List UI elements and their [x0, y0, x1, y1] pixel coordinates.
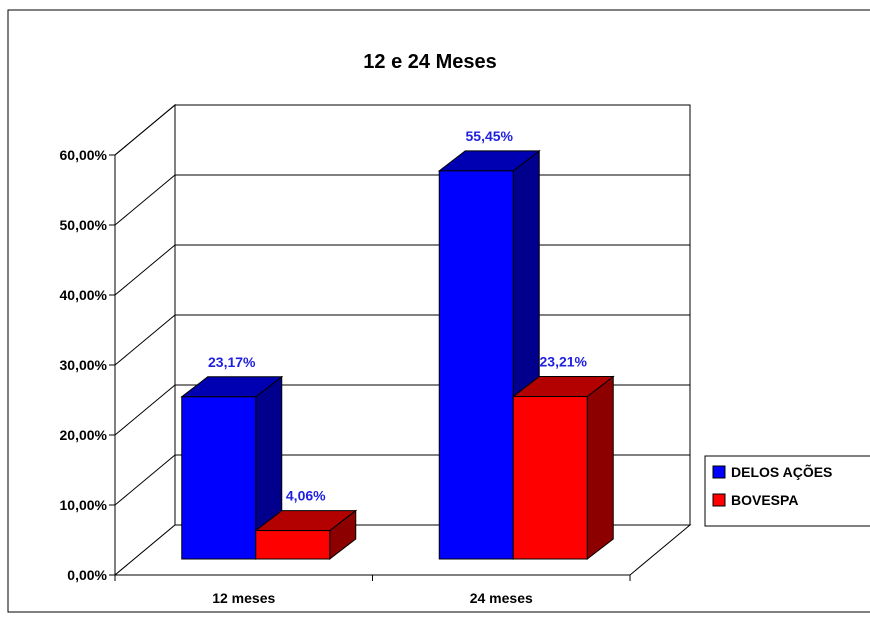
bar	[255, 530, 331, 560]
bar-group: 4,06%	[254, 488, 358, 561]
y-tick-label: 10,00%	[60, 497, 108, 513]
bar	[181, 396, 257, 560]
data-label: 4,06%	[286, 488, 326, 504]
y-tick-label: 60,00%	[60, 147, 108, 163]
bar-side	[586, 375, 614, 561]
gridline	[114, 104, 690, 156]
x-tick-label: 24 meses	[470, 590, 533, 606]
bar	[512, 396, 588, 560]
y-tick-label: 20,00%	[60, 427, 108, 443]
legend-swatch	[712, 493, 726, 507]
y-tick-label: 50,00%	[60, 217, 108, 233]
legend-box	[704, 455, 870, 527]
y-tick-label: 30,00%	[60, 357, 108, 373]
y-tick-label: 40,00%	[60, 287, 108, 303]
legend-swatch	[712, 465, 726, 479]
bar	[438, 170, 514, 560]
chart-title: 12 e 24 Meses	[363, 51, 496, 73]
y-tick-label: 0,00%	[67, 567, 107, 583]
legend-label: DELOS AÇÕES	[731, 463, 832, 480]
bar-group: 23,21%	[511, 354, 615, 561]
legend: DELOS AÇÕES BOVESPA	[704, 455, 870, 527]
data-label: 23,17%	[208, 354, 256, 370]
x-tick-label: 12 meses	[212, 590, 275, 606]
bar-group: 23,17%	[180, 354, 284, 561]
data-label: 23,21%	[540, 354, 588, 370]
data-label: 55,45%	[466, 128, 514, 144]
legend-label: BOVESPA	[731, 492, 798, 508]
